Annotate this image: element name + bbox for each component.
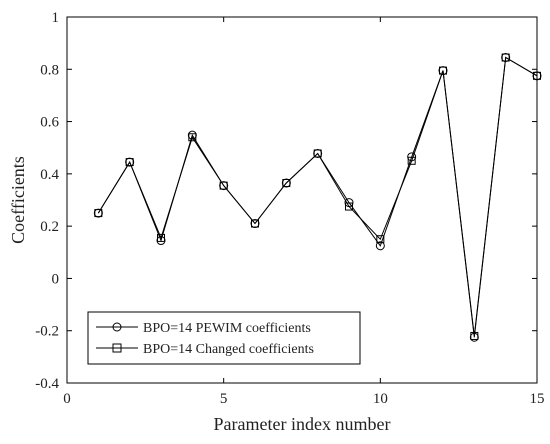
series-line-1 <box>97 56 538 338</box>
y-axis-label: Coefficients <box>8 156 28 244</box>
series-line-2 <box>97 56 538 336</box>
y-tick-label: 0.2 <box>40 219 59 235</box>
data-point-square <box>94 209 103 218</box>
x-tick-label: 10 <box>373 391 388 407</box>
legend-circle-marker <box>112 322 122 332</box>
legend-box <box>87 311 361 365</box>
y-tick-label: 1 <box>52 10 60 26</box>
x-tick-label: 5 <box>220 391 228 407</box>
data-point-square <box>407 156 416 165</box>
data-point-square <box>501 53 510 62</box>
y-tick-label: -0.4 <box>35 376 59 392</box>
y-tick-label: 0.6 <box>40 115 59 131</box>
legend: BPO=14 PEWIM coefficients BPO=14 Changed… <box>87 311 361 365</box>
data-point-square <box>125 158 134 167</box>
data-point-square <box>188 133 197 142</box>
series-layer <box>93 53 542 342</box>
y-tick-label: -0.2 <box>35 324 59 340</box>
legend-label-pewim: BPO=14 PEWIM coefficients <box>143 321 311 336</box>
legend-label-changed: BPO=14 Changed coefficients <box>143 342 314 357</box>
data-point-square <box>251 219 259 228</box>
x-tick-label: 15 <box>530 391 545 407</box>
data-point-square <box>470 331 479 340</box>
data-point-square <box>533 71 541 80</box>
data-point-square <box>376 235 385 244</box>
data-point-square <box>282 179 291 188</box>
y-tick-label: 0.4 <box>40 167 59 183</box>
data-point-square <box>219 181 228 190</box>
x-axis-label: Parameter index number <box>214 414 391 434</box>
y-tick-label: 0 <box>52 271 60 287</box>
data-point-circle <box>375 241 385 251</box>
x-tick-label: 0 <box>63 391 71 407</box>
data-point-square <box>157 233 165 242</box>
y-tick-label: 0.8 <box>40 62 59 78</box>
data-point-square <box>313 149 322 158</box>
legend-square-marker <box>112 343 122 353</box>
data-point-square <box>345 202 353 211</box>
data-point-square <box>439 66 447 75</box>
axis-ticks: 0 5 10 15 -0.4 -0.2 0 0.2 0.4 0.6 0.8 1 <box>35 10 544 407</box>
plot-frame <box>66 16 538 384</box>
